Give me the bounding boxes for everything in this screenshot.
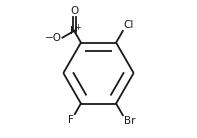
Text: F: F <box>68 115 74 125</box>
Text: +: + <box>74 23 80 32</box>
Text: Br: Br <box>124 116 135 126</box>
Text: −O: −O <box>45 33 62 43</box>
Text: N: N <box>70 26 78 36</box>
Text: O: O <box>70 6 78 16</box>
Text: Cl: Cl <box>124 20 134 30</box>
